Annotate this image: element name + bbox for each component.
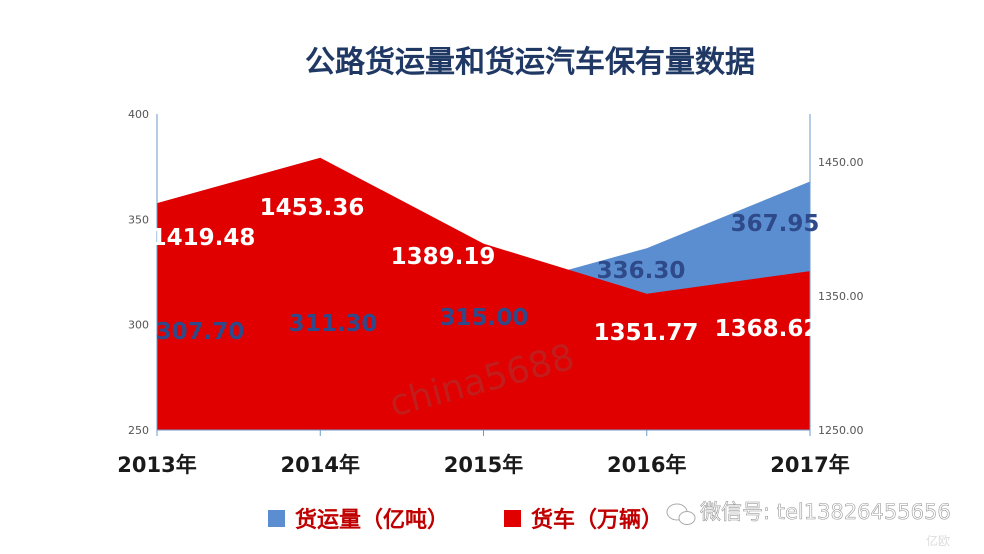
x-axis-label: 2013年 bbox=[117, 453, 196, 477]
data-labels: 307.70 311.30 315.00 336.30 367.95 1419.48145… bbox=[151, 195, 820, 346]
x-axis: 2013年 2014年 2015年 2016年 2017年 bbox=[117, 429, 850, 477]
left-axis-tick-label: 300 bbox=[128, 319, 149, 332]
right-axis-tick-label: 1250.00 bbox=[818, 424, 864, 437]
right-axis-tick-label: 1450.00 bbox=[818, 156, 864, 169]
left-axis-tick-label: 250 bbox=[128, 424, 149, 437]
x-axis-label: 2016年 bbox=[607, 453, 686, 477]
x-axis-label: 2014年 bbox=[281, 453, 360, 477]
data-label-freight: 367.95 bbox=[731, 211, 820, 237]
data-label-freight: 307.70 bbox=[156, 319, 245, 345]
right-axis-tick-label: 1350.00 bbox=[818, 290, 864, 303]
legend-swatch-freight bbox=[268, 510, 285, 527]
right-y-axis: 1250.00 1350.00 1450.00 bbox=[809, 114, 864, 437]
data-label-freight: 311.30 bbox=[289, 311, 378, 337]
x-axis-label: 2017年 bbox=[770, 453, 849, 477]
wechat-overlay: 微信号: tel13826455656 亿欧 bbox=[666, 500, 951, 548]
legend-swatch-truck bbox=[504, 510, 521, 527]
brand-mark: 亿欧 bbox=[926, 533, 950, 548]
left-axis-tick-label: 350 bbox=[128, 213, 149, 226]
plot-area bbox=[157, 157, 810, 430]
data-label-freight: 315.00 bbox=[440, 305, 529, 331]
x-axis-label: 2015年 bbox=[444, 453, 523, 477]
wechat-id: 微信号: tel13826455656 bbox=[700, 500, 951, 524]
data-label-truck: 1389.19 bbox=[391, 244, 496, 270]
data-label-truck: 1351.77 bbox=[594, 320, 699, 346]
data-label-truck: 1453.36 bbox=[260, 195, 365, 221]
data-label-truck: 1368.62 bbox=[715, 316, 820, 342]
data-label-truck: 1419.48 bbox=[151, 225, 256, 251]
wechat-icon bbox=[666, 503, 696, 525]
data-label-freight: 336.30 bbox=[597, 258, 686, 284]
area-truck bbox=[157, 157, 810, 430]
left-y-axis: 250 300 350 400 bbox=[128, 108, 158, 437]
left-axis-tick-label: 400 bbox=[128, 108, 149, 121]
chart-title: 公路货运量和货运汽车保有量数据 bbox=[305, 45, 755, 80]
legend: 货运量（亿吨） 货车（万辆） bbox=[268, 507, 663, 533]
legend-label-truck: 货车（万辆） bbox=[531, 507, 663, 533]
legend-label-freight: 货运量（亿吨） bbox=[295, 507, 449, 533]
